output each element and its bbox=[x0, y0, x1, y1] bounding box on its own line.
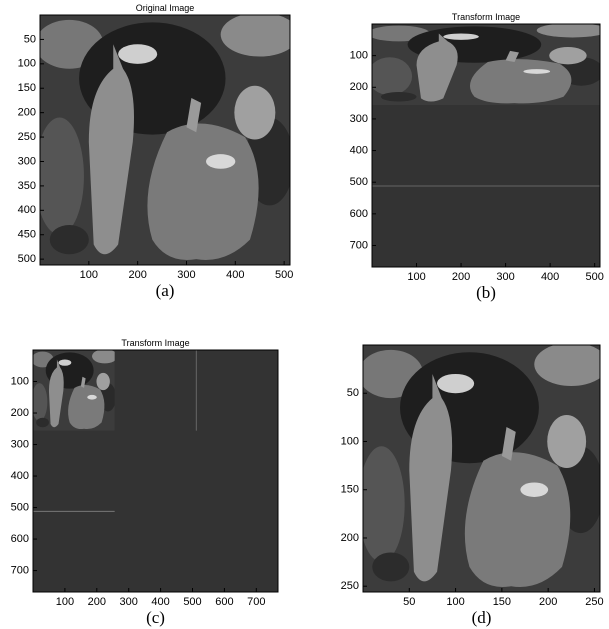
y-tick-label: 50 bbox=[347, 387, 359, 399]
y-tick-label: 600 bbox=[11, 533, 29, 545]
y-tick-label: 200 bbox=[18, 107, 36, 119]
x-tick-label: 300 bbox=[177, 269, 195, 281]
x-tick-label: 100 bbox=[446, 596, 464, 608]
y-tick-label: 200 bbox=[341, 532, 359, 544]
x-tick-label: 500 bbox=[275, 269, 293, 281]
y-tick-label: 300 bbox=[18, 155, 36, 167]
y-tick-label: 500 bbox=[11, 501, 29, 513]
figure: 100 200 300 400 500 50 100 150 200 250 300 350 400 45… bbox=[0, 0, 609, 629]
y-tick-label: 350 bbox=[18, 180, 36, 192]
y-tick-label: 700 bbox=[11, 564, 29, 576]
x-tick-label: 500 bbox=[585, 271, 603, 283]
image bbox=[31, 349, 117, 430]
panel-title: Transform Image bbox=[121, 338, 189, 348]
y-tick-label: 500 bbox=[350, 176, 368, 188]
x-tick-label: 150 bbox=[493, 596, 511, 608]
y-tick-label: 150 bbox=[341, 484, 359, 496]
x-tick-label: 500 bbox=[183, 596, 201, 608]
panel-caption: (b) bbox=[476, 283, 496, 302]
x-tick-label: 600 bbox=[215, 596, 233, 608]
panel-caption: (a) bbox=[156, 281, 175, 300]
y-tick-label: 600 bbox=[350, 208, 368, 220]
x-tick-label: 200 bbox=[452, 271, 470, 283]
y-tick-label: 250 bbox=[341, 580, 359, 592]
x-tick-label: 200 bbox=[128, 269, 146, 281]
x-tick-label: 250 bbox=[585, 596, 603, 608]
x-tick-label: 400 bbox=[226, 269, 244, 281]
image bbox=[35, 13, 299, 265]
panel-caption: (c) bbox=[146, 608, 165, 627]
x-tick-label: 300 bbox=[496, 271, 514, 283]
y-tick-label: 100 bbox=[350, 50, 368, 62]
x-tick-label: 700 bbox=[247, 596, 265, 608]
panel-title: Transform Image bbox=[452, 12, 520, 22]
y-tick-label: 450 bbox=[18, 229, 36, 241]
x-tick-label: 300 bbox=[120, 596, 138, 608]
y-tick-label: 100 bbox=[341, 435, 359, 447]
y-tick-label: 50 bbox=[24, 33, 36, 45]
y-tick-label: 400 bbox=[18, 204, 36, 216]
panel-title: Original Image bbox=[136, 3, 195, 13]
x-tick-label: 200 bbox=[88, 596, 106, 608]
x-tick-label: 50 bbox=[403, 596, 415, 608]
y-tick-label: 700 bbox=[350, 239, 368, 251]
x-tick-label: 100 bbox=[407, 271, 425, 283]
panel-caption: (d) bbox=[472, 608, 492, 627]
x-tick-label: 100 bbox=[80, 269, 98, 281]
x-tick-label: 400 bbox=[541, 271, 559, 283]
x-tick-label: 100 bbox=[56, 596, 74, 608]
y-tick-label: 250 bbox=[18, 131, 36, 143]
y-tick-label: 300 bbox=[11, 438, 29, 450]
y-tick-label: 100 bbox=[11, 375, 29, 387]
y-tick-label: 500 bbox=[18, 253, 36, 265]
y-tick-label: 300 bbox=[350, 113, 368, 125]
image bbox=[368, 23, 608, 105]
y-tick-label: 200 bbox=[350, 81, 368, 93]
y-tick-label: 400 bbox=[350, 144, 368, 156]
x-tick-label: 200 bbox=[539, 596, 557, 608]
y-tick-label: 100 bbox=[18, 58, 36, 70]
x-tick-label: 400 bbox=[151, 596, 169, 608]
y-tick-label: 150 bbox=[18, 82, 36, 94]
image bbox=[358, 343, 608, 592]
y-tick-label: 400 bbox=[11, 470, 29, 482]
y-tick-label: 200 bbox=[11, 407, 29, 419]
